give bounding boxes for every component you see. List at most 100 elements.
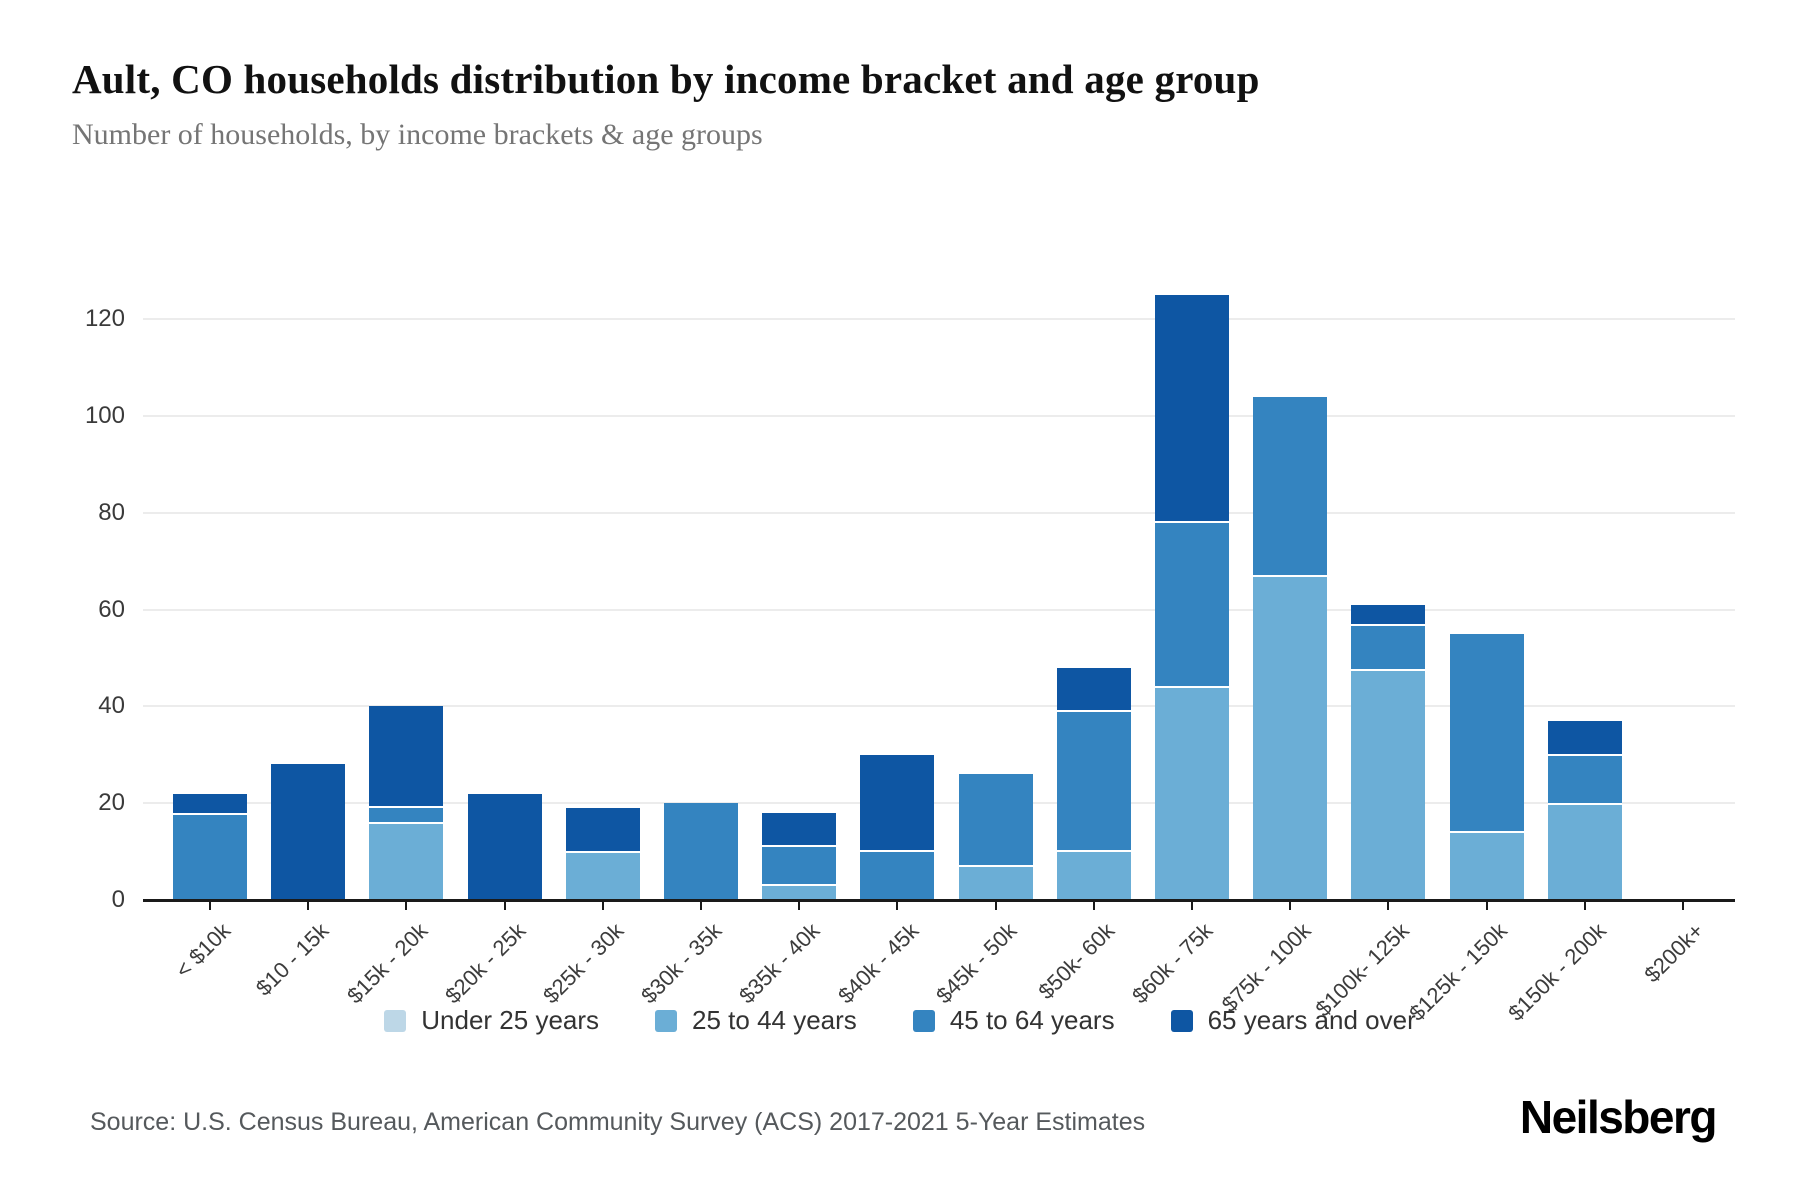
x-axis-tick-label: $15k - 20k [341, 918, 433, 1009]
x-axis-tick [209, 902, 211, 910]
x-axis-tick-label: $60k - 75k [1127, 918, 1218, 1009]
x-axis-tick [798, 902, 801, 910]
bar-segment-45-to-64-years[interactable] [1449, 633, 1524, 831]
legend-label: 65 years and over [1207, 1005, 1416, 1035]
x-axis-tick [1682, 902, 1684, 910]
x-axis-tick [1191, 902, 1193, 910]
bar-segment-65-years-and-over[interactable] [860, 754, 935, 851]
x-axis-tick [1289, 902, 1292, 910]
bar-segment-65-years-and-over[interactable] [369, 706, 444, 806]
x-axis-tick-label: $30k - 35k [636, 918, 727, 1009]
legend-label: 25 to 44 years [692, 1005, 857, 1035]
bar-segment-65-years-and-over[interactable] [762, 812, 837, 846]
x-axis-tick [896, 902, 899, 910]
source-text: Source: U.S. Census Bureau, American Com… [90, 1108, 1146, 1136]
bar-segment-25-to-44-years[interactable] [1155, 686, 1229, 900]
bar-segment-25-to-44-years[interactable] [1449, 830, 1524, 900]
bar-segment-45-to-64-years[interactable] [369, 805, 444, 823]
y-axis-tick-label: 20 [98, 789, 125, 817]
x-axis-tick-label: $50k- 60k [1033, 918, 1120, 1005]
bar-segment-65-years-and-over[interactable] [467, 793, 542, 900]
legend-item-65-years-and-over[interactable]: 65 years and over [1170, 1005, 1416, 1036]
legend-swatch-icon [655, 1009, 678, 1032]
bar-segment-45-to-64-years[interactable] [1056, 710, 1131, 851]
bar-segment-45-to-64-years[interactable] [762, 845, 837, 885]
bar-segment-65-years-and-over[interactable] [1547, 720, 1622, 755]
bar-segment-45-to-64-years[interactable] [664, 803, 738, 900]
bar-segment-45-to-64-years[interactable] [1351, 623, 1426, 669]
bar--10-15k[interactable] [271, 764, 346, 900]
legend-swatch-icon [1170, 1009, 1193, 1032]
bar-segment-25-to-44-years[interactable] [565, 850, 640, 900]
bar--75k-100k[interactable] [1253, 396, 1328, 900]
y-axis-tick-label: 40 [98, 692, 125, 720]
bar--25k-30k[interactable] [565, 808, 640, 900]
bar-segment-65-years-and-over[interactable] [565, 808, 640, 851]
x-axis-tick [994, 902, 997, 910]
x-axis-tick [1092, 902, 1095, 910]
legend-item-under-25-years[interactable]: Under 25 years [384, 1005, 599, 1036]
page-subtitle: Number of households, by income brackets… [72, 118, 763, 151]
bar-segment-25-to-44-years[interactable] [1547, 803, 1622, 900]
gridline-y-60 [143, 608, 1735, 611]
bar-segment-25-to-44-years[interactable] [1351, 668, 1426, 900]
bar-segment-45-to-64-years[interactable] [1253, 396, 1328, 575]
x-axis-line [143, 899, 1735, 902]
x-axis-tick-label: $200k+ [1639, 918, 1709, 988]
legend-swatch-icon [912, 1009, 935, 1032]
x-axis-tick-label: $10 - 15k [251, 918, 334, 1001]
gridline-y-40 [143, 705, 1735, 708]
bar-segment-65-years-and-over[interactable] [271, 764, 346, 900]
x-axis-tick [700, 902, 702, 910]
bar--30k-35k[interactable] [664, 803, 738, 900]
bar--45k-50k[interactable] [958, 774, 1033, 900]
bar-segment-25-to-44-years[interactable] [369, 822, 444, 900]
bar--10k[interactable] [173, 793, 247, 900]
y-axis-tick-label: 100 [84, 402, 125, 429]
page-title: Ault, CO households distribution by inco… [72, 56, 1260, 102]
x-axis-tick-label: $35k - 40k [734, 918, 825, 1009]
bar-segment-25-to-44-years[interactable] [762, 884, 837, 900]
x-axis-tick [503, 902, 506, 910]
legend-item-25-to-44-years[interactable]: 25 to 44 years [655, 1005, 857, 1036]
bar-segment-25-to-44-years[interactable] [1253, 575, 1328, 900]
bar-segment-45-to-64-years[interactable] [860, 850, 935, 900]
bar-segment-65-years-and-over[interactable] [1351, 604, 1426, 624]
x-axis-tick-label: $75k - 100k [1216, 918, 1316, 1017]
x-axis-tick-label: $45k - 50k [930, 918, 1022, 1009]
y-axis-tick-label: 60 [98, 595, 125, 623]
neilsberg-logo: Neilsberg [1519, 1091, 1718, 1143]
bar--35k-40k[interactable] [762, 812, 837, 900]
y-axis-tick-label: 80 [98, 498, 125, 526]
bar-segment-25-to-44-years[interactable] [1056, 850, 1131, 900]
bar--15k-20k[interactable] [369, 706, 444, 900]
bar-segment-45-to-64-years[interactable] [173, 812, 247, 900]
bar--50k-60k[interactable] [1056, 667, 1131, 900]
bar--20k-25k[interactable] [467, 793, 542, 900]
bar-segment-45-to-64-years[interactable] [1547, 754, 1622, 804]
bar-segment-25-to-44-years[interactable] [958, 864, 1033, 900]
bar--100k-125k[interactable] [1351, 604, 1426, 900]
x-axis-tick [1583, 902, 1586, 910]
bar-segment-65-years-and-over[interactable] [173, 793, 247, 813]
x-axis-tick [405, 902, 408, 910]
legend-item-45-to-64-years[interactable]: 45 to 64 years [912, 1005, 1115, 1036]
gridline-y-120 [143, 318, 1735, 321]
bar--40k-45k[interactable] [860, 754, 935, 900]
bar-segment-65-years-and-over[interactable] [1056, 667, 1131, 711]
bar--125k-150k[interactable] [1449, 633, 1524, 900]
y-axis-tick-label: 120 [84, 305, 125, 333]
bar-segment-45-to-64-years[interactable] [958, 774, 1033, 865]
y-axis-tick-label: 0 [111, 886, 125, 913]
bar-segment-45-to-64-years[interactable] [1155, 520, 1229, 687]
x-axis-tick-label: $20k - 25k [439, 918, 531, 1009]
bar-segment-65-years-and-over[interactable] [1155, 295, 1229, 521]
bar--150k-200k[interactable] [1547, 720, 1622, 900]
legend-label: Under 25 years [421, 1005, 600, 1035]
gridline-y-20 [143, 802, 1735, 805]
bar--60k-75k[interactable] [1155, 295, 1229, 900]
x-axis-tick [601, 902, 604, 910]
legend-swatch-icon [384, 1009, 407, 1032]
x-axis-tick [1485, 902, 1488, 910]
x-axis-tick [307, 902, 310, 910]
